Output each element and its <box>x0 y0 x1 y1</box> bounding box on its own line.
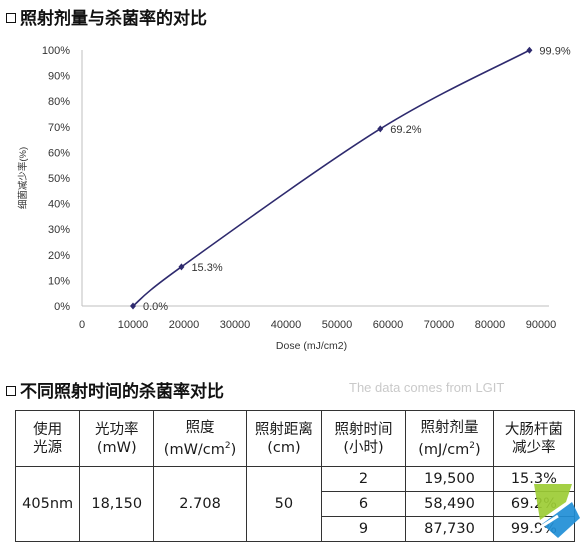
data-point-marker <box>526 46 533 54</box>
y-tick-label: 0% <box>54 301 70 313</box>
source-watermark: The data comes from LGIT <box>349 380 505 395</box>
y-tick-label: 90% <box>48 71 70 83</box>
chart-axes <box>81 50 549 307</box>
x-tick-label: 20000 <box>169 319 200 331</box>
table-header-cell: 使用 光源 <box>14 410 81 467</box>
checkbox-square-icon <box>6 13 16 23</box>
sterilization-table: 使用 光源 光功率 (mW) 照度 (mW/cm2) 照射距离 (cm) 照射时间 (小时) 照射剂… <box>14 410 576 542</box>
irradiance-cell: 2.708 <box>153 466 247 542</box>
x-tick-label: 50000 <box>322 319 353 331</box>
table-header-cell: 照射时间 (小时) <box>320 410 407 467</box>
data-label: 0.0% <box>143 301 168 313</box>
checkbox-square-icon <box>6 386 16 396</box>
brand-logo-icon <box>534 484 580 538</box>
table-row: 405nm 18,150 2.708 50 2 19,500 15.3% <box>14 466 576 542</box>
table-header-cell: 照射剂量 (mJ/cm2) <box>405 410 494 467</box>
table-header-cell: 大肠杆菌 减少率 <box>492 410 576 467</box>
data-label: 15.3% <box>191 262 222 274</box>
y-tick-label: 60% <box>48 147 70 159</box>
dose-cell: 58,490 <box>405 491 494 517</box>
y-axis-ticks: 0% 10% 20% 30% 40% 50% 60% 70% 80% 90% 100% <box>42 45 70 313</box>
x-tick-label: 80000 <box>475 319 506 331</box>
series-line <box>132 49 530 307</box>
power-cell: 18,150 <box>79 466 155 542</box>
reduction-cell: 15.3% <box>492 466 576 492</box>
x-tick-label: 90000 <box>526 319 557 331</box>
x-tick-label: 70000 <box>424 319 455 331</box>
y-tick-label: 30% <box>48 224 70 236</box>
time-cell: 9 <box>320 516 407 542</box>
y-tick-label: 20% <box>48 250 70 262</box>
chart-heading-text: 照射剂量与杀菌率的对比 <box>20 9 207 29</box>
y-tick-label: 100% <box>42 45 70 57</box>
distance-cell: 50 <box>245 466 322 542</box>
y-tick-label: 70% <box>48 122 70 134</box>
x-tick-label: 0 <box>79 319 85 331</box>
x-tick-label: 40000 <box>271 319 302 331</box>
y-axis-label: 细菌减少率(%) <box>17 147 29 209</box>
dose-vs-reduction-chart: 0% 10% 20% 30% 40% 50% 60% 70% 80% 90% 100% 0 10000… <box>17 45 571 352</box>
light-source-cell: 405nm <box>14 466 81 542</box>
data-label: 69.2% <box>390 124 421 136</box>
y-tick-label: 80% <box>48 96 70 108</box>
table-header-cell: 照射距离 (cm) <box>245 410 322 467</box>
y-tick-label: 50% <box>48 173 70 185</box>
data-label: 99.9% <box>539 45 570 57</box>
chart-heading: 照射剂量与杀菌率的对比 <box>6 4 207 29</box>
x-tick-label: 10000 <box>118 319 149 331</box>
table-header-cell: 照度 (mW/cm2) <box>153 410 247 467</box>
x-axis-ticks: 0 10000 20000 30000 40000 50000 60000 70000 8000… <box>79 319 556 331</box>
time-cell: 6 <box>320 491 407 517</box>
y-tick-label: 10% <box>48 275 70 287</box>
table-header-cell: 光功率 (mW) <box>79 410 155 467</box>
data-point-marker <box>377 125 384 133</box>
table-heading: 不同照射时间的杀菌率对比 <box>6 377 224 402</box>
data-point-marker <box>130 302 136 310</box>
time-cell: 2 <box>320 466 407 492</box>
data-point-marker <box>178 263 185 271</box>
dose-cell: 19,500 <box>405 466 494 492</box>
table-heading-text: 不同照射时间的杀菌率对比 <box>20 382 224 402</box>
table-header-row: 使用 光源 光功率 (mW) 照度 (mW/cm2) 照射距离 (cm) 照射时间 (小时) 照射剂… <box>14 410 576 467</box>
dose-cell: 87,730 <box>405 516 494 542</box>
series-points: 0.0% 15.3% 69.2% 99.9% <box>130 45 571 313</box>
x-axis-label: Dose (mJ/cm2) <box>276 340 347 352</box>
x-tick-label: 30000 <box>220 319 251 331</box>
y-tick-label: 40% <box>48 199 70 211</box>
x-tick-label: 60000 <box>373 319 404 331</box>
